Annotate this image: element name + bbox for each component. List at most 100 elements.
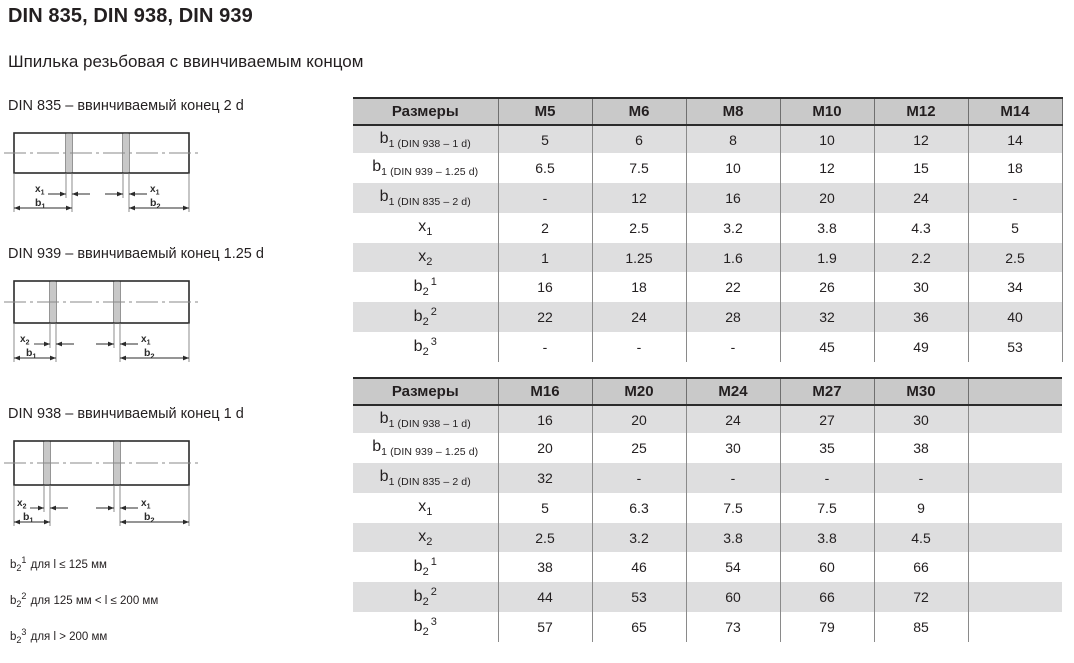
- dimensions-table-large-sizes: Размеры M16 M20 M24 M27 M30 b1 (DIN 938 – 1 d)…: [353, 377, 1062, 642]
- table-cell: [967, 463, 1062, 493]
- table-cell: 60: [685, 582, 781, 612]
- table-cell: 20: [497, 433, 593, 463]
- figure-drawing-din939: x2 x1 b1 b2: [4, 276, 204, 373]
- svg-text:b1: b1: [23, 511, 34, 525]
- table-cell: 6.5: [497, 153, 593, 183]
- table-cell: 32: [779, 302, 875, 332]
- table-row: x1 5 6.3 7.5 7.5 9: [353, 493, 1062, 523]
- table-cell: 30: [873, 272, 969, 302]
- svg-text:x2: x2: [20, 334, 30, 347]
- table-cell: 34: [967, 272, 1063, 302]
- table-cell: -: [873, 463, 969, 493]
- table-cell: 3.8: [779, 523, 875, 552]
- table-cell: 40: [967, 302, 1063, 332]
- table-row: b1 (DIN 938 – 1 d) 5 6 8 10 12 14: [353, 125, 1063, 153]
- table-cell: [967, 493, 1062, 523]
- row-label: b22: [353, 582, 499, 612]
- table-cell: 3.2: [591, 523, 687, 552]
- row-label: x2: [353, 523, 499, 552]
- table-cell: 5: [497, 493, 593, 523]
- svg-text:b2: b2: [144, 511, 155, 525]
- table-cell: [967, 552, 1062, 582]
- table-cell: 14: [967, 125, 1063, 153]
- table-cell: -: [497, 332, 593, 362]
- table-cell: 1.25: [591, 243, 687, 272]
- table-cell: -: [779, 463, 875, 493]
- table-row: b23- - -45 49 53: [353, 332, 1063, 362]
- row-label: b23: [353, 332, 499, 362]
- footnote-item: b22 для 125 мм < l ≤ 200 мм: [10, 591, 159, 610]
- row-label: b21: [353, 552, 499, 582]
- figure-caption-din835: DIN 835 – ввинчиваемый конец 2 d: [8, 98, 244, 114]
- table-cell: 1.9: [779, 243, 875, 272]
- table-cell: 12: [873, 125, 969, 153]
- table-cell: 2.5: [967, 243, 1063, 272]
- table-cell: 12: [591, 183, 687, 213]
- table-row: b1 (DIN 939 – 1.25 d) 6.5 7.5 10 12 15 18: [353, 153, 1063, 183]
- table-cell: 53: [591, 582, 687, 612]
- table-cell: 53: [967, 332, 1063, 362]
- footnote-item: b23 для l > 200 мм: [10, 627, 108, 646]
- table-cell: 9: [873, 493, 969, 523]
- table-cell: 25: [591, 433, 687, 463]
- table-cell: 18: [591, 272, 687, 302]
- table-cell: 73: [685, 612, 781, 642]
- table-cell: 4.5: [873, 523, 969, 552]
- table-cell: [967, 523, 1062, 552]
- figure-caption-din939: DIN 939 – ввинчиваемый конец 1.25 d: [8, 246, 264, 262]
- page-subtitle: Шпилька резьбовая с ввинчиваемым концом: [8, 52, 364, 71]
- table-cell: 2.5: [497, 523, 593, 552]
- row-label: b1 (DIN 938 – 1 d): [353, 405, 499, 433]
- svg-text:x1: x1: [35, 184, 45, 197]
- table-cell: 4.3: [873, 213, 969, 243]
- table-cell: 7.5: [685, 493, 781, 523]
- row-label: b23: [353, 612, 499, 642]
- svg-text:b2: b2: [144, 347, 155, 361]
- table-cell: 5: [497, 125, 593, 153]
- column-header-thread: M6: [591, 97, 687, 126]
- svg-text:b1: b1: [26, 347, 37, 361]
- column-header-thread: M8: [685, 97, 781, 126]
- figure-drawing-din938: x2 x1 b1 b2: [4, 436, 204, 537]
- column-header-thread: M27: [779, 377, 875, 406]
- page-title: DIN 835, DIN 938, DIN 939: [8, 5, 253, 27]
- table-cell: [967, 582, 1062, 612]
- column-header-sizes: Размеры: [353, 377, 499, 406]
- table-cell: 22: [497, 302, 593, 332]
- table-cell: 60: [779, 552, 875, 582]
- svg-text:x1: x1: [150, 184, 160, 197]
- table-row: b1 (DIN 938 – 1 d) 16 20 24 27 30: [353, 405, 1062, 433]
- table-cell: 2.5: [591, 213, 687, 243]
- table-cell: 30: [685, 433, 781, 463]
- svg-text:b1: b1: [35, 197, 46, 211]
- table-cell: 7.5: [591, 153, 687, 183]
- table-row: b22 22 24 28 32 36 40: [353, 302, 1063, 332]
- table-cell: 10: [685, 153, 781, 183]
- table-cell: 45: [779, 332, 875, 362]
- table-cell: 38: [873, 433, 969, 463]
- table-cell: 32: [497, 463, 593, 493]
- table-cell: 65: [591, 612, 687, 642]
- table-cell: 2: [497, 213, 593, 243]
- svg-text:b2: b2: [150, 197, 161, 211]
- footnotes: b21 для l ≤ 125 мм b22 для 125 мм < l ≤ …: [10, 555, 340, 663]
- table-cell: 26: [779, 272, 875, 302]
- table-cell: 8: [685, 125, 781, 153]
- table-row: b1 (DIN 835 – 2 d) -12 16 20 24-: [353, 183, 1063, 213]
- table-cell: -: [591, 463, 687, 493]
- table-cell: -: [685, 463, 781, 493]
- table-cell: 3.2: [685, 213, 781, 243]
- dimensions-table-small-sizes: Размеры M5 M6 M8 M10 M12 M14 b1 (DIN 938 – 1 d)…: [353, 97, 1063, 362]
- row-label: b1 (DIN 938 – 1 d): [353, 125, 499, 153]
- table-row: x2 1 1.25 1.6 1.9 2.2 2.5: [353, 243, 1063, 272]
- table-cell: 35: [779, 433, 875, 463]
- column-header-thread: M30: [873, 377, 969, 406]
- row-label: x1: [353, 493, 499, 523]
- table-cell: 85: [873, 612, 969, 642]
- table-cell: 66: [873, 552, 969, 582]
- column-header-thread: M5: [497, 97, 593, 126]
- svg-text:x1: x1: [141, 498, 151, 511]
- table-cell: 16: [685, 183, 781, 213]
- row-label: b1 (DIN 939 – 1.25 d): [353, 433, 499, 463]
- row-label: b21: [353, 272, 499, 302]
